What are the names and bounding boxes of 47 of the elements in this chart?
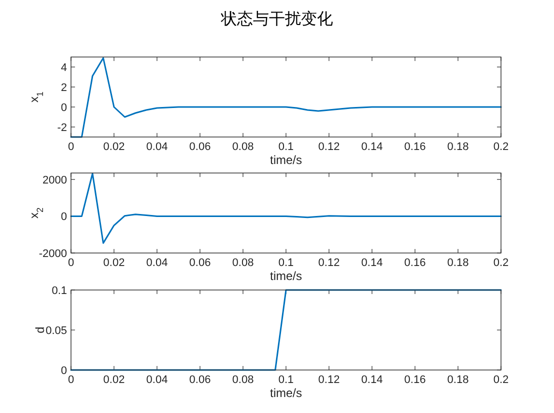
x-tick-label: 0.06 xyxy=(189,257,211,269)
x-tick-label: 0.18 xyxy=(447,257,469,269)
y-tick-label: 0.05 xyxy=(46,325,67,337)
x-tick-label: 0.12 xyxy=(318,257,340,269)
x-tick-label: 0.2 xyxy=(493,141,509,153)
x-tick-label: 0.04 xyxy=(146,374,168,386)
y-tick-label: 0 xyxy=(60,365,67,377)
x-tick-label: 0.1 xyxy=(278,374,294,386)
x-tick-label: 0.16 xyxy=(404,374,426,386)
x-axis-title: time/s xyxy=(270,269,302,283)
x-tick-label: 0.08 xyxy=(232,141,254,153)
line-series xyxy=(70,57,502,138)
x-tick-label: 0.18 xyxy=(447,141,469,153)
chart-title: 状态与干扰变化 xyxy=(220,9,333,28)
line-series xyxy=(70,172,502,244)
y-tick-label: 4 xyxy=(60,62,67,74)
x-tick-label: 0.14 xyxy=(361,257,383,269)
x-tick-label: 0.2 xyxy=(493,257,509,269)
x-tick-label: 0.12 xyxy=(318,141,340,153)
x-tick-label: 0.06 xyxy=(189,141,211,153)
x-tick-label: 0.02 xyxy=(103,257,125,269)
y-tick-label: 0 xyxy=(60,211,67,224)
y-tick-label: 2000 xyxy=(42,174,67,186)
x-tick-label: 0.08 xyxy=(232,374,254,386)
y-tick-label: 2 xyxy=(60,82,67,94)
x-tick-label: 0.18 xyxy=(447,374,469,386)
x-tick-label: 0.14 xyxy=(361,141,383,153)
x-tick-label: 0.16 xyxy=(404,141,426,153)
y-tick-label: -2000 xyxy=(38,248,67,260)
x-tick-label: 0.04 xyxy=(146,257,168,269)
y-tick-label: 0.1 xyxy=(52,285,67,297)
x-tick-label: 0.02 xyxy=(103,141,125,153)
x-tick-label: 0.1 xyxy=(278,257,294,269)
x-tick-label: 0.12 xyxy=(318,374,340,386)
x-tick-label: 0.14 xyxy=(361,374,383,386)
x-tick-label: 0.08 xyxy=(232,257,254,269)
x-tick-label: 0.06 xyxy=(189,374,211,386)
x-tick-label: 0.1 xyxy=(278,141,294,153)
x-tick-label: 0.16 xyxy=(404,257,426,269)
y-tick-label: -2 xyxy=(57,122,67,134)
y-axis-title: d xyxy=(33,326,47,334)
x-tick-label: 0.04 xyxy=(146,141,168,153)
x-axis-title: time/s xyxy=(270,153,302,167)
x-tick-label: 0.2 xyxy=(493,374,509,386)
y-tick-label: 0 xyxy=(60,102,67,114)
x-tick-label: 0.02 xyxy=(103,374,125,386)
x-axis-title: time/s xyxy=(270,386,302,400)
